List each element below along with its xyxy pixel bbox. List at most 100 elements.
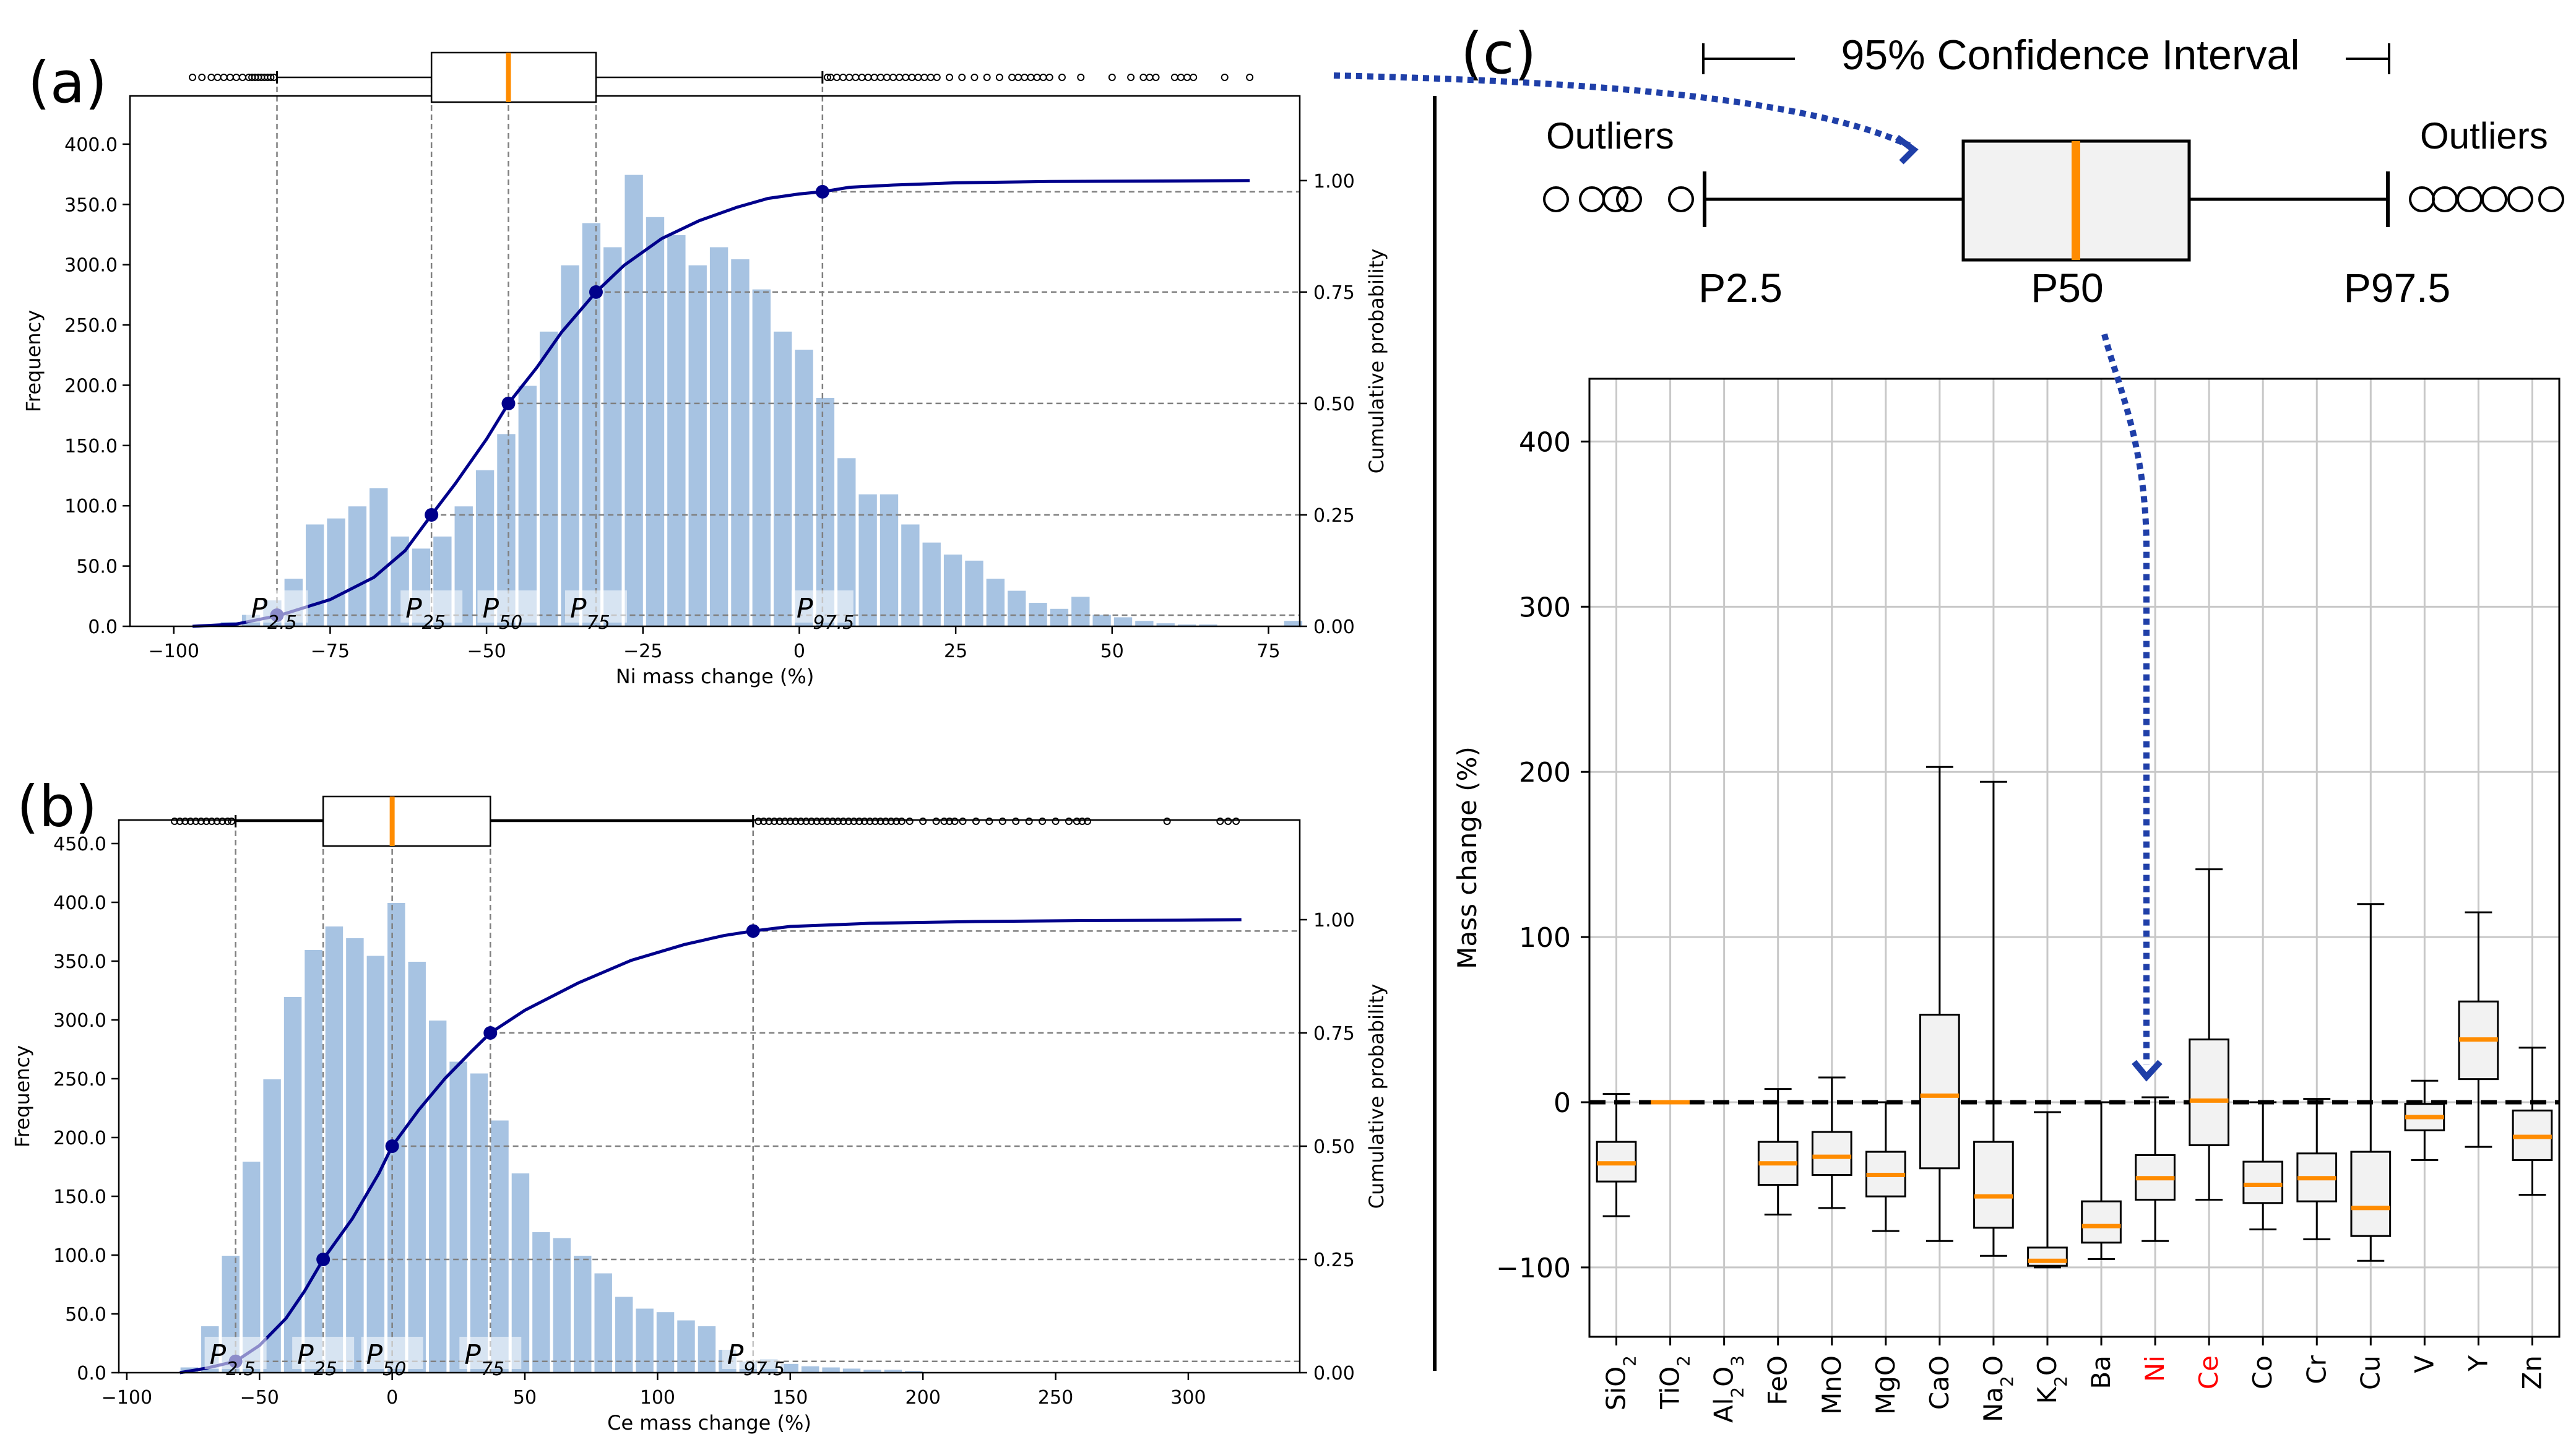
boxplot-outlier <box>1073 818 1081 825</box>
histogram-bar <box>427 1019 448 1373</box>
boxplot-outlier <box>1039 818 1047 825</box>
boxplot-outlier <box>797 818 805 825</box>
histogram-bar <box>324 925 345 1373</box>
histogram-bar <box>857 493 878 627</box>
percentile-label-bg <box>722 1337 784 1369</box>
boxplot-outlier <box>813 818 821 825</box>
y-tick-label: 200.0 <box>64 375 118 397</box>
y2-tick-label: 0.25 <box>1313 1250 1355 1271</box>
boxplot-outlier <box>951 818 959 825</box>
histogram-bar <box>347 505 368 628</box>
x-tick-label: K2O <box>2032 1355 2071 1404</box>
boxplot-outlier <box>998 818 1006 825</box>
y2-tick-label: 0.75 <box>1313 282 1355 304</box>
percentile-label-bg <box>400 590 463 623</box>
boxplot-outlier <box>995 74 1003 81</box>
boxplot-outlier <box>267 74 275 81</box>
histogram-bar <box>386 902 407 1373</box>
percentile-point <box>501 396 516 410</box>
boxplot-box <box>430 51 597 103</box>
histogram-bar <box>1091 613 1112 627</box>
percentile-label-bg <box>564 590 627 623</box>
percentile-label-bg <box>246 590 308 623</box>
boxplot-outlier <box>940 818 948 825</box>
x-tick-label: Ni <box>2140 1355 2170 1382</box>
plot-frame <box>129 95 1301 628</box>
histogram-bar <box>708 246 730 628</box>
percentile-label: P2.5 <box>251 593 297 634</box>
ci-label: 95% Confidence Interval <box>1841 32 2300 79</box>
histogram-bar <box>696 1325 717 1373</box>
boxplot-outlier <box>897 818 905 825</box>
y2-tick-label: 1.00 <box>1313 171 1355 192</box>
boxplot-outlier <box>1045 74 1053 81</box>
boxplot-outlier <box>959 818 967 825</box>
boxplot-outlier <box>1052 818 1060 825</box>
y-tick-label: 0 <box>1554 1087 1571 1119</box>
histogram-bar <box>623 173 644 627</box>
histogram-bar <box>538 330 560 627</box>
percentile-point <box>425 507 439 522</box>
x-tick-label: 300 <box>1170 1387 1206 1409</box>
x-tick-label: Ba <box>2086 1355 2116 1389</box>
x-tick-label: −100 <box>149 641 199 662</box>
y2-tick-label: 0.50 <box>1313 1136 1355 1158</box>
percentile-label: P97.5 <box>797 593 854 634</box>
boxplot-outlier <box>765 818 773 825</box>
box-body <box>2350 1151 2392 1237</box>
legend-p-low: P2.5 <box>1698 265 1783 311</box>
boxplot-outlier <box>887 818 895 825</box>
histogram-bar <box>326 517 347 627</box>
percentile-label-bg <box>204 1337 267 1369</box>
x-tick-label: Co <box>2247 1355 2278 1389</box>
boxplot-outlier <box>781 818 789 825</box>
box-body <box>2027 1246 2068 1267</box>
boxplot-outlier <box>1025 818 1033 825</box>
x-tick-label: SiO2 <box>1601 1355 1640 1410</box>
boxplot-outlier <box>1216 818 1224 825</box>
x-tick-label: −50 <box>240 1387 279 1409</box>
boxplot-outlier <box>213 818 221 825</box>
x-tick-label: 150 <box>772 1387 808 1409</box>
y-tick-label: 200.0 <box>53 1128 106 1149</box>
cdf-curve <box>192 179 1250 628</box>
percentile-label-bg <box>292 1337 355 1369</box>
histogram-bar <box>634 1307 655 1373</box>
x-tick-label: 0 <box>793 641 805 662</box>
histogram-bar <box>985 577 1006 627</box>
boxplot-outlier <box>893 818 901 825</box>
boxplot-outlier <box>176 818 184 825</box>
y-tick-label: 350.0 <box>64 194 118 216</box>
cdf-curve <box>179 918 1242 1375</box>
boxplot-outlier <box>839 818 847 825</box>
percentile-label-bg <box>361 1337 423 1369</box>
legend-outlier <box>2507 186 2533 212</box>
y2-tick-label: 0.50 <box>1313 394 1355 415</box>
percentile-label: P2.5 <box>210 1339 256 1380</box>
boxplot-outlier <box>808 818 816 825</box>
x-tick-label: Zn <box>2517 1355 2547 1389</box>
histogram-bar <box>531 1231 551 1373</box>
y-tick-label: 350.0 <box>53 951 106 973</box>
x-tick-label: Y <box>2463 1355 2493 1372</box>
box-body <box>2081 1200 2122 1244</box>
outliers-label-left: Outliers <box>1546 115 1674 157</box>
x-tick-label: −50 <box>467 641 506 662</box>
histogram-bar <box>793 348 815 627</box>
percentile-label: P25 <box>405 593 446 634</box>
y-axis-label: Mass change (%) <box>1452 746 1482 969</box>
histogram-bar <box>303 949 324 1373</box>
boxplot-outlier <box>1012 818 1020 825</box>
histogram-bar <box>644 215 666 628</box>
boxplot-outlier <box>1232 818 1240 825</box>
x-tick-label: −75 <box>311 641 350 662</box>
histogram-bar <box>676 1319 696 1373</box>
boxplot-outlier <box>932 818 940 825</box>
histogram-bar <box>551 1237 573 1373</box>
boxplot-outlier <box>1224 818 1232 825</box>
boxplot-outlier <box>1152 74 1160 81</box>
boxplot-outlier <box>933 74 941 81</box>
x-tick-label: 75 <box>1256 641 1280 662</box>
percentile-point <box>316 1253 331 1267</box>
